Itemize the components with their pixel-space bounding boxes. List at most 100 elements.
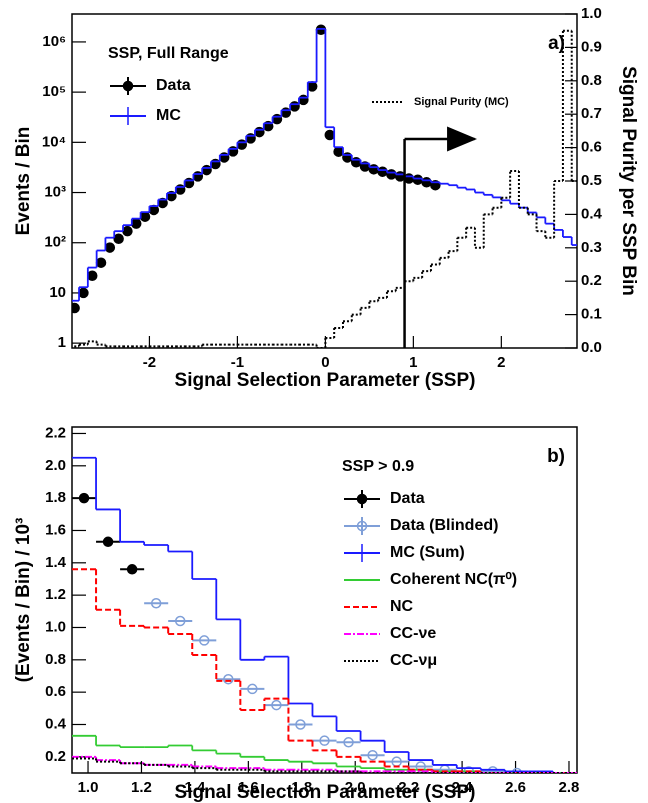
data-point xyxy=(271,699,282,711)
y-tick-label: 1.4 xyxy=(45,554,67,571)
data-point xyxy=(415,761,426,772)
data-point xyxy=(78,492,90,504)
y-tick-label: 1.0 xyxy=(45,618,66,635)
y2-tick-label: 0.0 xyxy=(581,339,602,356)
x-tick-label: 1.8 xyxy=(291,779,312,796)
y-tick-label: 2.0 xyxy=(45,457,66,474)
plot-area xyxy=(72,24,577,348)
x-tick-label: 1.0 xyxy=(78,779,99,796)
data-point xyxy=(377,166,388,177)
data-point xyxy=(289,101,300,112)
y-tick-label: 1 xyxy=(58,334,66,351)
legend-label: Signal Purity (MC) xyxy=(414,96,509,108)
data-point xyxy=(223,673,234,685)
data-point xyxy=(324,129,336,141)
data-point xyxy=(86,270,98,281)
x-tick-label: 1 xyxy=(409,354,417,371)
data-point xyxy=(174,615,186,627)
legend-label: Data xyxy=(390,490,425,507)
data-point xyxy=(122,225,133,237)
data-point xyxy=(319,735,330,746)
y-axis-title: (Events / Bin) / 10³ xyxy=(13,518,34,683)
y2-tick-label: 0.6 xyxy=(581,139,602,156)
y-tick-label: 1.8 xyxy=(45,489,66,506)
y-tick-label: 2.2 xyxy=(45,424,66,441)
y-tick-label: 0.8 xyxy=(45,651,66,668)
x-axis-title: Signal Selection Parameter (SSP) xyxy=(175,370,476,391)
data-point xyxy=(306,81,318,92)
x-tick-label: 2.8 xyxy=(559,779,580,796)
panel-label: a) xyxy=(548,33,565,54)
legend-label: CC-νμ xyxy=(390,652,437,669)
legend-label: CC-νe xyxy=(390,625,436,642)
plot-area xyxy=(72,456,577,773)
x-tick-label: -1 xyxy=(231,354,244,371)
x-tick-label: 2.2 xyxy=(398,779,419,796)
data-point xyxy=(386,169,397,180)
data-point xyxy=(102,536,114,548)
y2-tick-label: 0.3 xyxy=(581,239,602,256)
x-tick-label: 2.6 xyxy=(505,779,526,796)
panel-label: b) xyxy=(547,446,565,467)
x-axis-title: Signal Selection Parameter (SSP) xyxy=(175,782,476,803)
legend-swatch xyxy=(122,80,134,92)
y-tick-label: 10² xyxy=(44,234,66,251)
x-tick-label: 2.4 xyxy=(452,779,474,796)
y-tick-label: 10⁶ xyxy=(42,33,66,50)
y2-tick-label: 0.1 xyxy=(581,306,602,323)
x-tick-label: 1.6 xyxy=(238,779,259,796)
y-tick-label: 10 xyxy=(49,284,66,301)
data-point xyxy=(487,766,499,773)
y-tick-label: 1.2 xyxy=(45,586,66,603)
y2-tick-label: 0.8 xyxy=(581,72,602,89)
data-point xyxy=(95,257,107,268)
data-point xyxy=(78,287,89,299)
data-point xyxy=(367,749,378,761)
data-point xyxy=(368,164,380,175)
y-tick-label: 0.6 xyxy=(45,683,66,700)
y2-axis-title: Signal Purity per SSP Bin xyxy=(618,66,639,296)
data-point xyxy=(295,719,306,730)
data-point xyxy=(113,233,124,245)
y2-tick-label: 0.4 xyxy=(581,205,603,222)
data-point xyxy=(511,767,523,773)
data-point xyxy=(104,242,116,253)
legend-label: MC (Sum) xyxy=(390,544,465,561)
y-tick-label: 10³ xyxy=(44,183,66,200)
y-tick-label: 0.4 xyxy=(45,715,67,732)
legend-label: Data xyxy=(156,77,191,94)
legend-label: MC xyxy=(156,107,181,124)
y2-tick-label: 0.5 xyxy=(581,172,602,189)
x-tick-label: -2 xyxy=(143,354,156,371)
data-point xyxy=(126,564,138,575)
y-axis-title: Events / Bin xyxy=(13,127,34,236)
legend-label: Data (Blinded) xyxy=(390,517,498,534)
data-point xyxy=(247,683,258,695)
y2-tick-label: 0.7 xyxy=(581,105,602,122)
y2-tick-label: 0.2 xyxy=(581,272,602,289)
y2-tick-label: 0.9 xyxy=(581,38,602,55)
legend-title: SSP > 0.9 xyxy=(342,458,414,475)
data-point xyxy=(298,94,309,106)
y-tick-label: 1.6 xyxy=(45,521,66,538)
legend-label: Coherent NC(π⁰) xyxy=(390,571,517,588)
legend-title: SSP, Full Range xyxy=(108,45,229,62)
data-point xyxy=(199,635,210,646)
y-tick-label: 0.2 xyxy=(45,748,66,765)
data-point xyxy=(150,597,162,609)
legend-label: NC xyxy=(390,598,414,615)
y-tick-label: 10⁵ xyxy=(42,83,66,100)
x-tick-label: 1.4 xyxy=(184,779,206,796)
data-point xyxy=(130,218,142,229)
data-point xyxy=(139,211,151,222)
data-point xyxy=(412,174,424,185)
x-tick-label: 2.0 xyxy=(345,779,366,796)
data-point xyxy=(421,177,432,188)
data-point xyxy=(343,737,354,748)
legend-swatch xyxy=(356,493,368,505)
data-point xyxy=(201,164,212,176)
x-tick-label: 1.2 xyxy=(131,779,152,796)
data-point xyxy=(333,146,344,157)
